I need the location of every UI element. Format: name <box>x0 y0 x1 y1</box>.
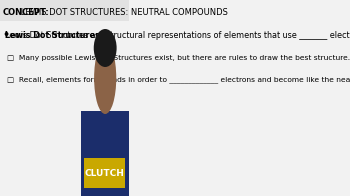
Text: CLUTCH: CLUTCH <box>85 169 125 178</box>
Text: LEWIS DOT STRUCTURES: NEUTRAL COMPOUNDS: LEWIS DOT STRUCTURES: NEUTRAL COMPOUNDS <box>18 7 228 16</box>
Text: Lewis Dot Structures are structural representations of elements that use _______: Lewis Dot Structures are structural repr… <box>5 31 350 40</box>
Text: CONCEPT:: CONCEPT: <box>2 7 49 16</box>
Text: □  Recall, elements form bonds in order to _____________ electrons and become li: □ Recall, elements form bonds in order t… <box>7 77 350 83</box>
Text: □  Many possible Lewis Dot Structures exist, but there are rules to draw the bes: □ Many possible Lewis Dot Structures exi… <box>7 55 350 61</box>
FancyBboxPatch shape <box>0 0 129 21</box>
Ellipse shape <box>94 42 116 114</box>
Text: Lewis Dot Structures: Lewis Dot Structures <box>5 31 99 40</box>
FancyBboxPatch shape <box>84 158 126 188</box>
Text: •: • <box>2 30 10 40</box>
Ellipse shape <box>94 29 117 67</box>
FancyBboxPatch shape <box>81 111 129 196</box>
